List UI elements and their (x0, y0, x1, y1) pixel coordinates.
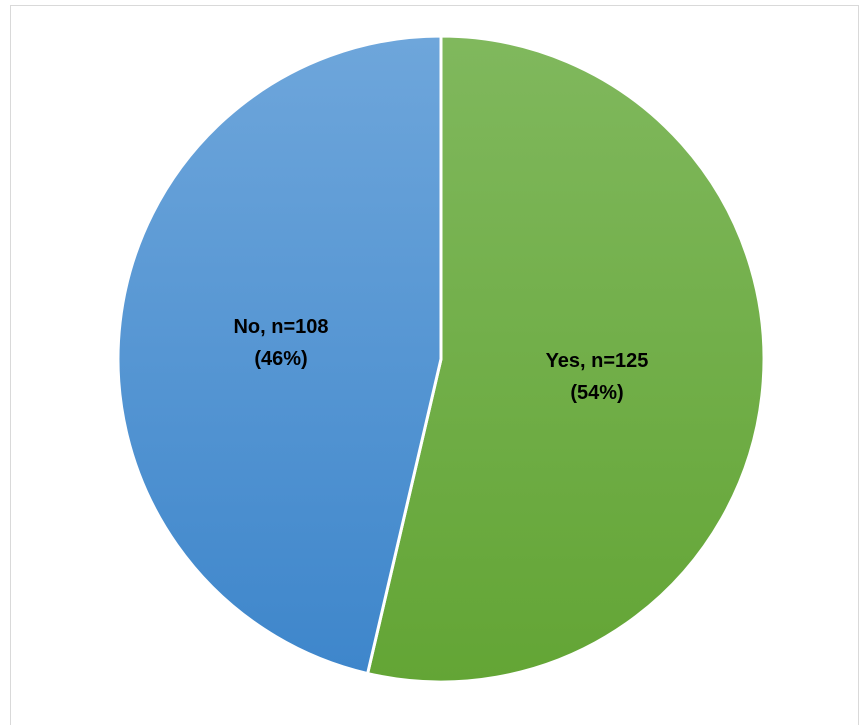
data-label-line2: (54%) (570, 382, 623, 404)
data-label-yes: Yes, n=125 (54%) (546, 350, 649, 404)
data-label-line1: No, n=108 (233, 316, 328, 338)
pie-slice-no (116, 34, 443, 676)
pie-chart: Yes, n=125 (54%) No, n=108 (46%) (116, 34, 766, 684)
pie-slice-yes (366, 34, 766, 684)
data-label-line2: (46%) (254, 348, 307, 370)
data-label-no: No, n=108 (46%) (233, 316, 328, 370)
data-label-line1: Yes, n=125 (546, 350, 649, 372)
